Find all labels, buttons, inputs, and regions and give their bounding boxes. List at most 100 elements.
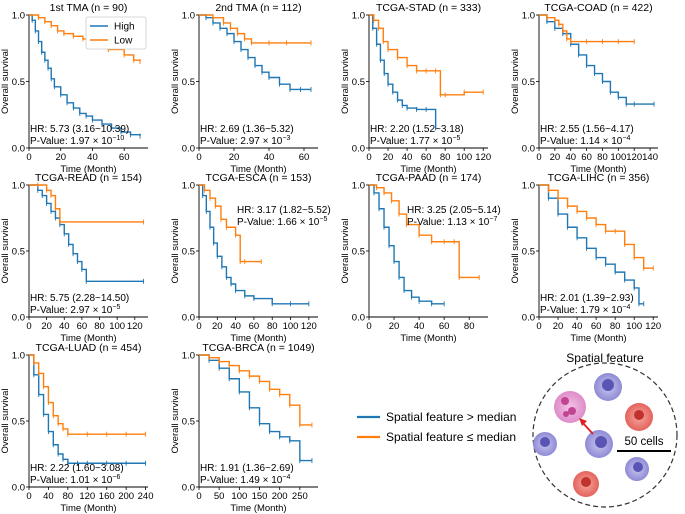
x-tick-label: 120 [301,321,317,332]
x-tick-label: 0 [26,321,31,332]
y-tick-label: 1.0 [182,181,195,192]
hr-text: HR: 5.73 (3.16~10.39) [30,124,129,135]
x-tick-label: 40 [572,321,583,332]
x-axis-label: Time (Month) [230,333,286,344]
x-tick-label: 0 [26,152,31,163]
y-tick-label: 0.5 [12,247,25,258]
p-value-base: P-Value: 1.13 × 10 [407,217,490,228]
km-curve-high [369,184,445,305]
x-tick-label: 20 [383,152,394,163]
y-tick-label: 0.5 [182,247,195,258]
interaction-arrow-head [579,418,587,426]
cell-bottom-right-blue [625,457,649,481]
y-tick-label: 0.0 [182,483,195,494]
km-curve-low [29,354,146,435]
x-tick-label: 0 [196,152,201,163]
x-tick-label: 60 [299,152,310,163]
x-tick-label: 40 [414,321,425,332]
x-tick-label: 120 [79,491,95,502]
y-tick-label: 1.0 [522,11,535,22]
x-tick-label: 100 [283,321,299,332]
y-tick-label: 0.0 [12,144,25,155]
panel-legend-label: High [114,22,135,33]
x-tick-label: 20 [212,321,223,332]
y-tick-label: 0.0 [522,313,535,324]
x-tick-label: 120 [127,321,143,332]
km-curve-low [539,184,654,269]
bottom-legend: Spatial feature > median Spatial feature… [357,410,516,444]
hr-text: HR: 2.55 (1.56~4.17) [540,124,634,135]
panel-title: TCGA-READ (n = 154) [35,172,142,184]
x-tick-label: 40 [565,152,576,163]
x-tick-label: 200 [272,491,288,502]
p-value-base: P-Value: 1.79 × 10 [540,305,623,316]
km-curve-high [199,354,312,462]
x-tick-label: 50 [214,491,225,502]
panel-title: TCGA-LIHC (n = 356) [548,172,650,184]
x-axis-label: Time (Month) [570,164,626,175]
y-tick-label: 0.5 [352,247,365,258]
schematic-title: Spatial feature [566,351,644,365]
y-tick-label: 0.0 [352,144,365,155]
hr-text: HR: 3.25 (2.05~5.14) [407,205,501,216]
x-tick-label: 40 [43,491,54,502]
x-tick-label: 150 [252,491,268,502]
x-tick-label: 240 [138,491,154,502]
y-axis-label: Overall survival [340,219,351,284]
y-tick-label: 0.5 [12,77,25,88]
legend-high-label: Spatial feature > median [386,410,516,424]
x-tick-label: 0 [366,152,371,163]
panel-title: 1st TMA (n = 90) [50,2,128,14]
panel-title: 2nd TMA (n = 112) [215,2,301,14]
km-curve-high [199,14,311,91]
cell-red-right [625,403,653,431]
panel-title: TCGA-PAAD (n = 174) [376,172,482,184]
x-tick-label: 100 [109,321,125,332]
hr-text: HR: 2.20 (1.52~3.18) [370,124,464,135]
p-value-exponent: −10 [112,135,124,142]
p-value-exponent: −7 [489,216,497,223]
x-tick-label: 20 [550,152,561,163]
panel-legend-label: Low [114,36,133,47]
x-tick-label: 40 [59,321,70,332]
p-value-text: P-Value: 1.66 × 10−5 [237,216,327,228]
y-axis-label: Overall survival [0,219,11,284]
x-tick-label: 40 [402,152,413,163]
x-tick-label: 60 [439,321,450,332]
x-tick-label: 20 [41,321,52,332]
y-tick-label: 0.5 [182,417,195,428]
panel-title: TCGA-COAD (n = 422) [544,2,652,14]
p-value-exponent: −6 [112,474,120,481]
x-axis-label: Time (Month) [400,164,456,175]
cell-center-blue [585,430,613,458]
x-tick-label: 0 [536,152,541,163]
y-tick-label: 1.0 [352,181,365,192]
x-tick-label: 20 [553,321,564,332]
panel-title: TCGA-LUAD (n = 454) [36,342,142,354]
x-axis-label: Time (Month) [400,333,456,344]
km-panel: TCGA-ESCA (n = 153) 0.0 0.5 1.0 0 20 40 60 80 100… [170,172,331,344]
x-tick-label: 80 [464,321,475,332]
y-tick-label: 0.0 [182,144,195,155]
y-tick-label: 1.0 [182,11,195,22]
x-tick-label: 80 [440,152,451,163]
y-tick-label: 0.5 [522,247,535,258]
km-panel: TCGA-BRCA (n = 1049) 0.0 0.5 1.0 0 50 100 150 20… [170,342,318,514]
y-axis-label: Overall survival [170,389,181,454]
p-value-text: P-Value: 1.01 × 10−6 [30,474,120,486]
p-value-text: P-Value: 1.77 × 10−5 [370,135,460,147]
x-tick-label: 20 [389,321,400,332]
x-tick-label: 80 [267,321,278,332]
p-value-exponent: −3 [282,135,290,142]
x-axis-label: Time (Month) [60,164,116,175]
x-tick-label: 0 [196,491,201,502]
p-value-exponent: −4 [282,474,290,481]
km-curve-low [539,14,635,43]
km-curve-high [29,184,144,283]
x-tick-label: 200 [118,491,134,502]
x-tick-label: 100 [626,321,642,332]
km-panel: 2nd TMA (n = 112) 0.0 0.5 1.0 0 20 40 60 Time (M… [170,2,318,175]
y-tick-label: 0.5 [12,417,25,428]
